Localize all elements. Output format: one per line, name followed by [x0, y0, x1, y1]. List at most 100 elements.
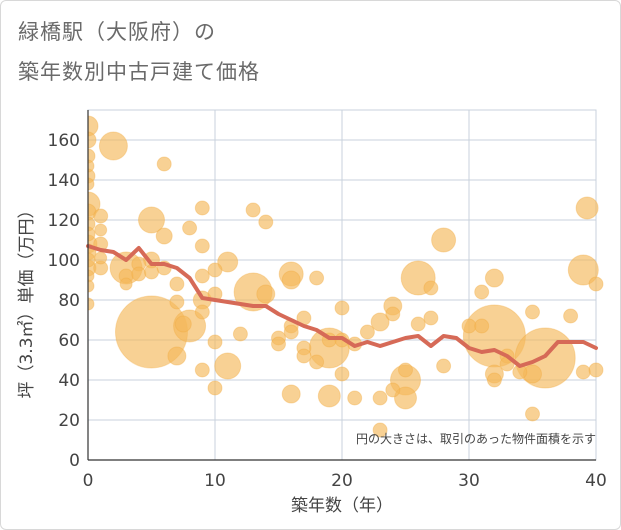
data-bubble: [385, 306, 401, 322]
data-bubble: [245, 202, 261, 218]
data-bubble: [94, 223, 108, 237]
data-bubble: [486, 372, 502, 388]
chart-title-line1: 緑橋駅（大阪府）の: [18, 20, 216, 44]
data-bubble: [575, 196, 599, 220]
y-tick-label: 60: [58, 331, 80, 351]
data-bubble: [88, 252, 96, 268]
data-bubble: [88, 297, 95, 311]
data-bubble: [370, 312, 390, 332]
y-tick-label: 0: [69, 451, 80, 471]
data-bubble: [194, 200, 210, 216]
x-tick-label: 10: [204, 471, 226, 491]
data-bubble: [169, 276, 185, 292]
data-bubble: [88, 115, 99, 137]
data-bubble: [474, 284, 490, 300]
data-bubble: [588, 276, 604, 292]
data-bubble: [88, 177, 95, 191]
data-bubble: [484, 268, 504, 288]
data-bubble: [563, 308, 579, 324]
data-bubble: [169, 294, 185, 310]
data-bubble: [214, 352, 242, 380]
data-bubble: [271, 336, 286, 352]
data-bubble: [156, 156, 172, 172]
data-bubble: [423, 310, 439, 326]
data-bubble: [194, 362, 210, 378]
data-bubble: [138, 206, 165, 234]
data-bubble: [194, 238, 210, 254]
y-tick-label: 80: [58, 291, 80, 311]
data-bubble: [94, 251, 108, 265]
data-bubble: [174, 315, 192, 333]
data-bubble: [88, 148, 96, 164]
y-axis-label: 坪（3.3㎡）単価（万円）: [17, 201, 37, 398]
data-bubble: [281, 270, 301, 290]
data-bubble: [347, 390, 363, 406]
data-bubble: [207, 334, 223, 350]
y-tick-label: 20: [58, 411, 80, 431]
data-bubble: [525, 304, 540, 320]
y-tick-label: 140: [48, 171, 80, 191]
data-bubble: [461, 318, 477, 334]
data-bubble: [207, 262, 223, 278]
data-bubble: [436, 358, 452, 374]
data-bubble: [372, 422, 388, 438]
data-bubble: [281, 384, 301, 404]
data-bubble: [194, 304, 210, 320]
data-bubble: [88, 279, 95, 293]
data-bubble: [525, 406, 540, 422]
data-bubble: [88, 269, 95, 283]
data-bubble: [131, 266, 147, 282]
data-bubble: [334, 366, 350, 382]
data-bubble: [317, 384, 341, 408]
data-bubble: [88, 226, 96, 242]
data-bubble: [334, 300, 350, 316]
data-bubble: [394, 386, 417, 410]
data-bubble: [119, 277, 133, 291]
data-bubble: [256, 284, 276, 304]
data-bubble: [372, 390, 388, 406]
data-bubble: [474, 318, 490, 334]
y-tick-label: 120: [48, 211, 80, 231]
trend-series: [86, 244, 598, 368]
data-bubble: [217, 251, 239, 273]
x-tick-label: 20: [331, 471, 353, 491]
data-bubble: [567, 254, 599, 286]
data-bubble: [431, 227, 457, 253]
x-tick-label: 30: [458, 471, 480, 491]
data-bubble: [194, 268, 210, 284]
data-bubble: [258, 214, 274, 230]
data-bubble: [283, 324, 299, 340]
x-tick-label: 0: [83, 471, 94, 491]
x-axis-label: 築年数（年）: [291, 496, 393, 516]
data-bubble: [88, 131, 97, 149]
data-bubble: [588, 362, 604, 378]
data-bubble: [88, 159, 95, 173]
data-bubble: [296, 348, 312, 364]
bubble-series: [88, 115, 604, 438]
data-bubble: [155, 227, 173, 245]
data-bubble: [93, 208, 109, 224]
data-bubble: [398, 362, 413, 378]
x-tick-label: 40: [585, 471, 607, 491]
chart-title-line2: 築年数別中古戸建て価格: [18, 60, 260, 84]
data-bubble: [423, 280, 439, 296]
y-tick-label: 100: [48, 251, 80, 271]
data-bubble: [167, 346, 187, 366]
y-tick-label: 40: [58, 371, 80, 391]
axes: 0 10 20 30 40 0 20 40 60 80 100 120 140 160: [48, 110, 607, 491]
data-bubble: [575, 364, 591, 380]
size-note: 円の大きさは、取引のあった物件面積を示す: [356, 431, 596, 446]
trend-line: [86, 244, 598, 368]
data-bubble: [309, 354, 325, 370]
data-bubble: [98, 131, 128, 161]
data-bubble: [359, 324, 375, 340]
data-bubble: [144, 264, 159, 280]
data-bubble: [207, 380, 223, 396]
data-bubble: [410, 316, 426, 332]
data-bubble: [232, 326, 248, 342]
data-bubble: [309, 270, 325, 286]
data-bubble: [385, 382, 401, 398]
y-tick-label: 160: [48, 131, 80, 151]
data-bubble: [182, 220, 198, 236]
